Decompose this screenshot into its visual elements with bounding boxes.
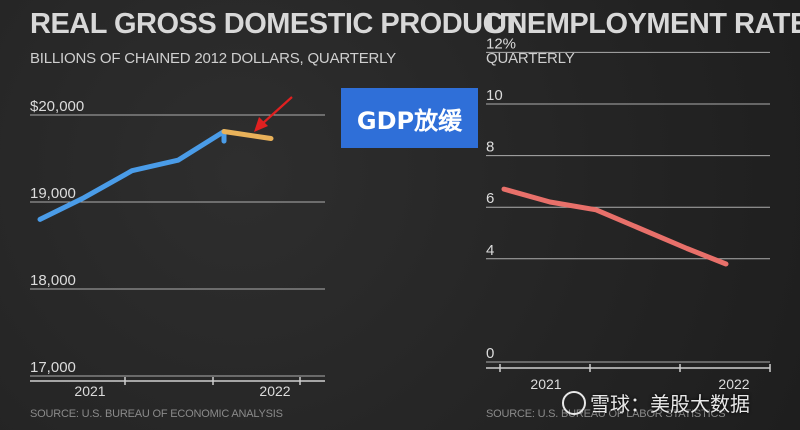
gdp-x-tick-label: 2022	[259, 383, 290, 399]
gdp-chart-source: SOURCE: U.S. BUREAU OF ECONOMIC ANALYSIS	[30, 408, 283, 420]
unemp-y-tick-label: 0	[486, 345, 494, 362]
gdp-recent-series-line	[221, 129, 274, 141]
gdp-y-tick-label: 17,000	[30, 359, 76, 376]
unemp-x-tick-label: 2021	[530, 376, 561, 392]
gdp-chart-subtitle: BILLIONS OF CHAINED 2012 DOLLARS, QUARTE…	[30, 50, 396, 67]
red-arrow-shaft	[261, 96, 293, 125]
gdp-chart-plot: $20,000 19,000 18,000 17,000 2021 2022	[30, 96, 325, 399]
watermark-text: 雪球：美股大数据	[590, 392, 750, 416]
unemp-series-line	[501, 186, 729, 267]
unemployment-chart-plot: 12% 10 8 6 4 0 2021 2022	[486, 35, 771, 392]
gdp-y-tick-label: $20,000	[30, 98, 84, 115]
unemployment-chart-subtitle: QUARTERLY	[486, 50, 575, 67]
gdp-series-line	[37, 129, 227, 222]
gdp-chart-title: REAL GROSS DOMESTIC PRODUCT	[30, 8, 521, 40]
unemp-y-tick-label: 6	[486, 190, 494, 207]
gdp-y-tick-label: 18,000	[30, 272, 76, 289]
red-arrow-head	[254, 117, 268, 132]
gdp-x-tick-label: 2021	[74, 383, 105, 399]
unemp-y-tick-label: 4	[486, 242, 494, 259]
gdp-chart-panel: REAL GROSS DOMESTIC PRODUCT BILLIONS OF …	[0, 0, 521, 430]
unemployment-chart-panel: UNEMPLOYMENT RATE QUARTERLY 12% 10 8 6 4 0 202…	[470, 0, 800, 430]
unemployment-chart-title: UNEMPLOYMENT RATE	[486, 8, 800, 40]
snowball-logo-icon	[562, 391, 586, 415]
unemployment-chart-source: SOURCE: U.S. BUREAU OF LABOR STATISTICS	[486, 408, 726, 420]
gdp-slowdown-annotation: GDP放缓	[341, 88, 478, 148]
unemp-y-tick-label: 8	[486, 139, 494, 156]
unemp-x-tick-label: 2022	[718, 376, 749, 392]
watermark: 雪球：美股大数据	[562, 388, 750, 417]
unemp-y-tick-label: 10	[486, 87, 503, 104]
gdp-y-tick-label: 19,000	[30, 185, 76, 202]
unemp-y-tick-label: 12%	[486, 35, 516, 52]
